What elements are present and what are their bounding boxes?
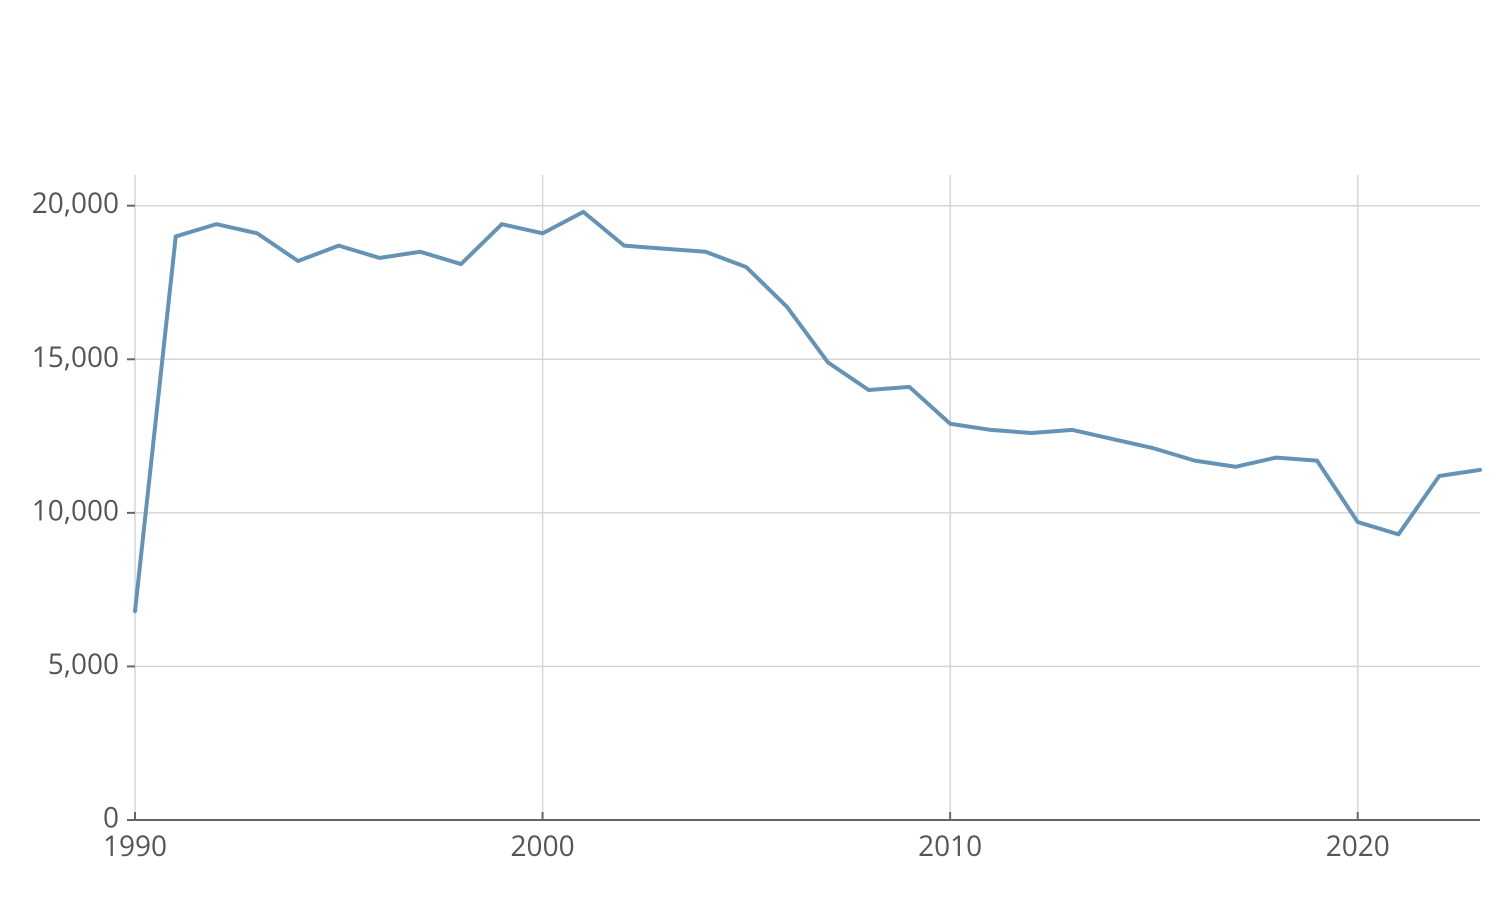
x-tick-label: 2000 — [511, 827, 575, 865]
x-tick-label: 1990 — [103, 827, 167, 865]
y-tick-label: 5,000 — [48, 645, 119, 683]
x-tick-label: 2010 — [918, 827, 982, 865]
chart-bg — [0, 0, 1500, 898]
x-tick-label: 2020 — [1326, 827, 1390, 865]
line-chart: 05,00010,00015,00020,0001990200020102020 — [0, 0, 1500, 898]
y-tick-label: 20,000 — [32, 184, 119, 222]
y-tick-label: 10,000 — [32, 491, 119, 529]
y-tick-label: 15,000 — [32, 338, 119, 376]
